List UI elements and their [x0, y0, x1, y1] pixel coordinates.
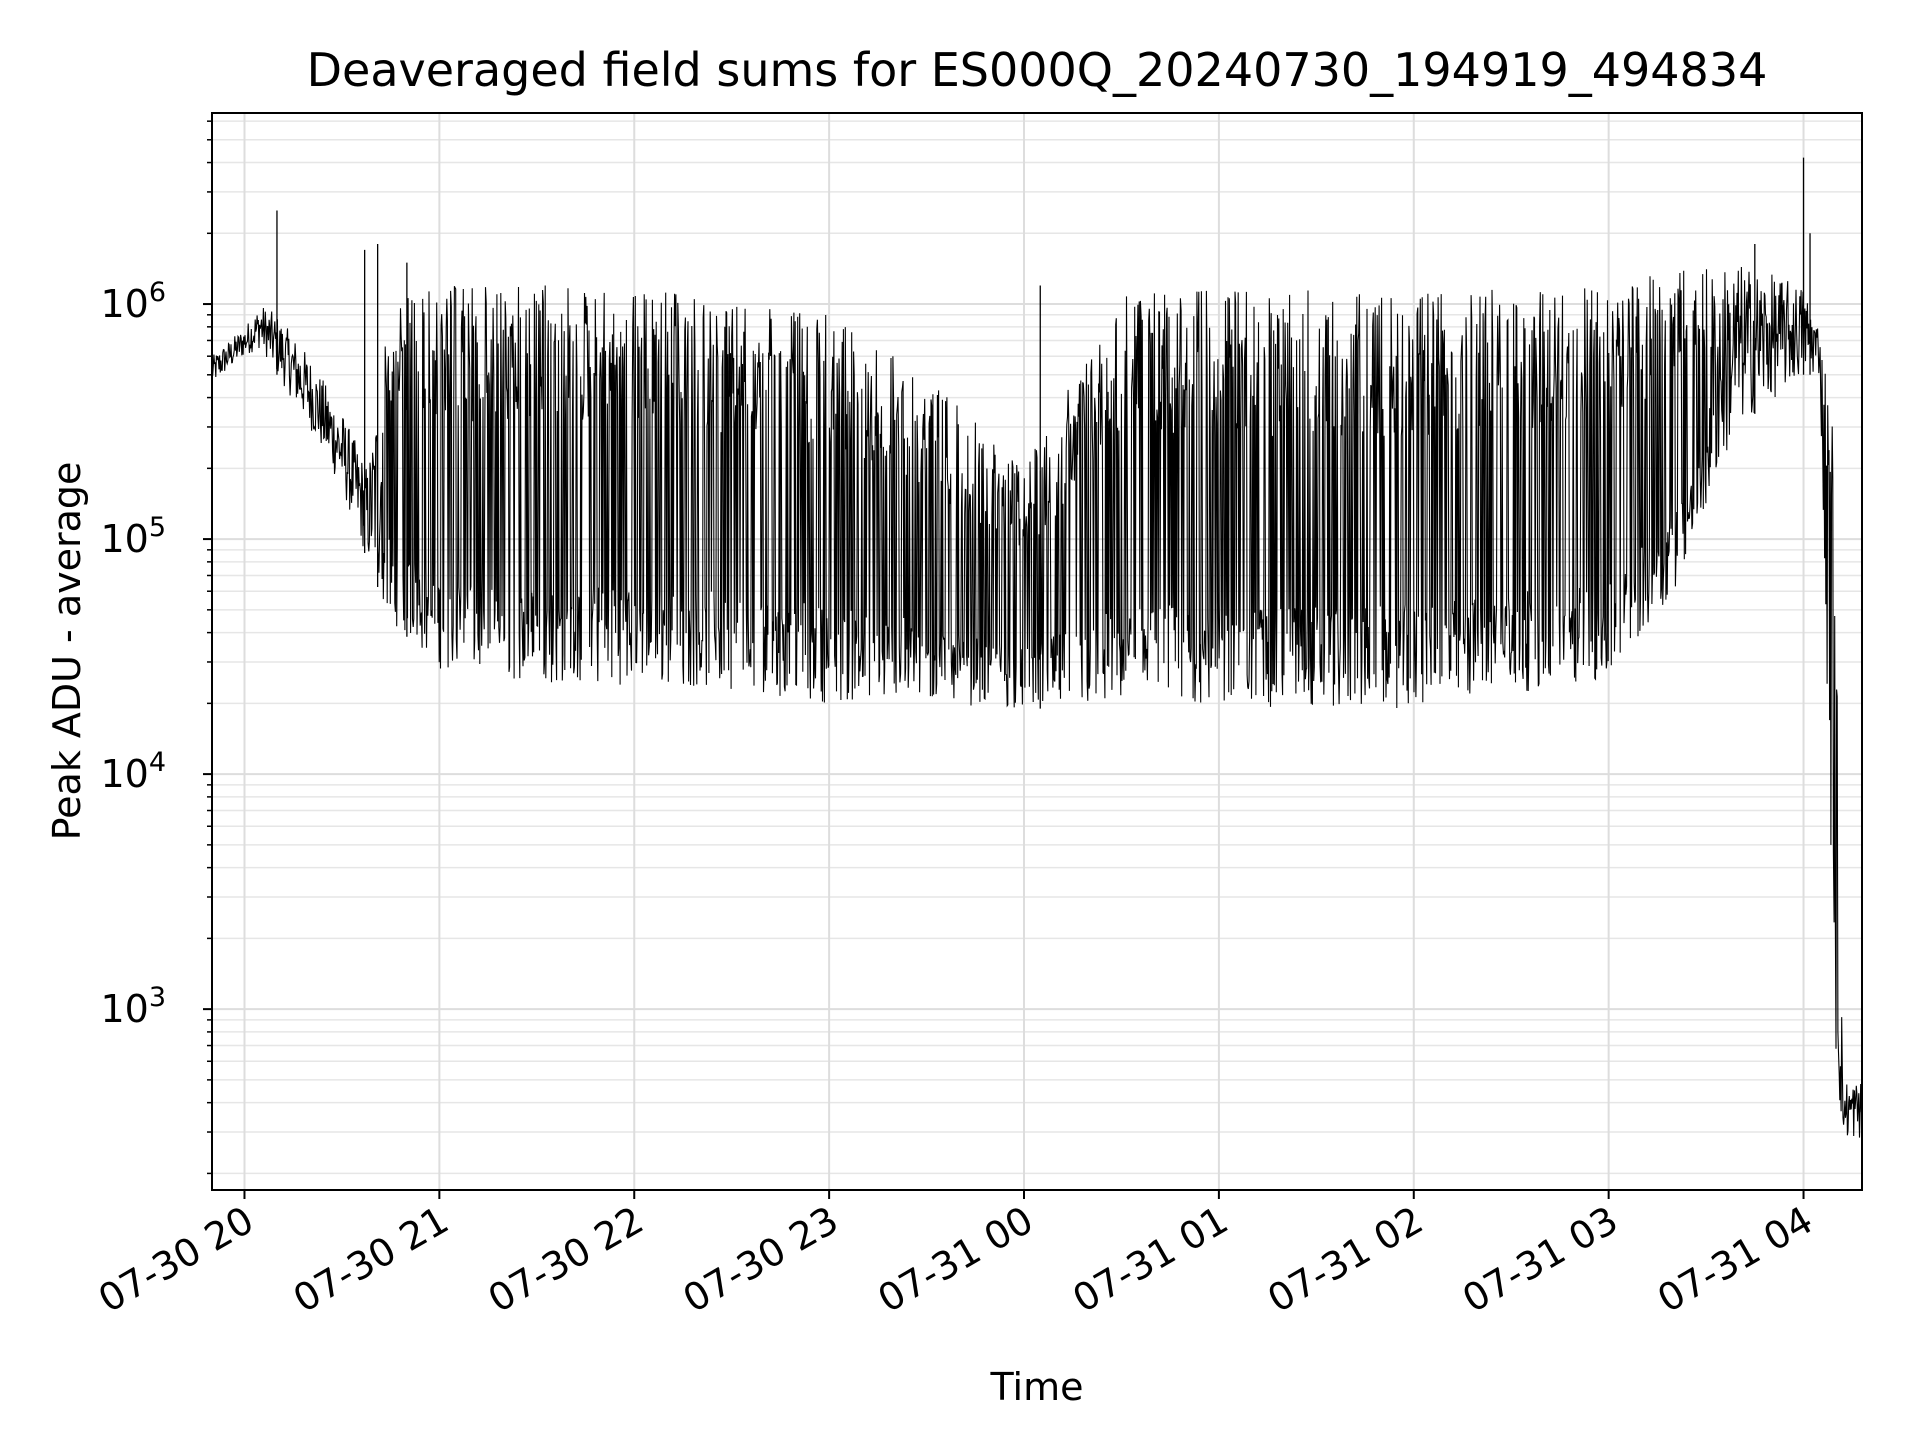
plot-frame [211, 112, 1863, 1191]
x-axis-label: Time [990, 1365, 1084, 1409]
y-tick-label: 103 [100, 982, 166, 1031]
y-tick-label: 104 [100, 747, 166, 796]
plot-area [211, 157, 1863, 1138]
y-axis: 103 104 105 106 [100, 120, 212, 1175]
chart-title: Deaveraged field sums for ES000Q_2024073… [307, 43, 1768, 97]
y-axis-label: Peak ADU - average [45, 462, 89, 841]
y-tick-label: 106 [100, 277, 166, 326]
data-series-line [211, 266, 1863, 1138]
y-tick-label: 105 [100, 512, 166, 561]
